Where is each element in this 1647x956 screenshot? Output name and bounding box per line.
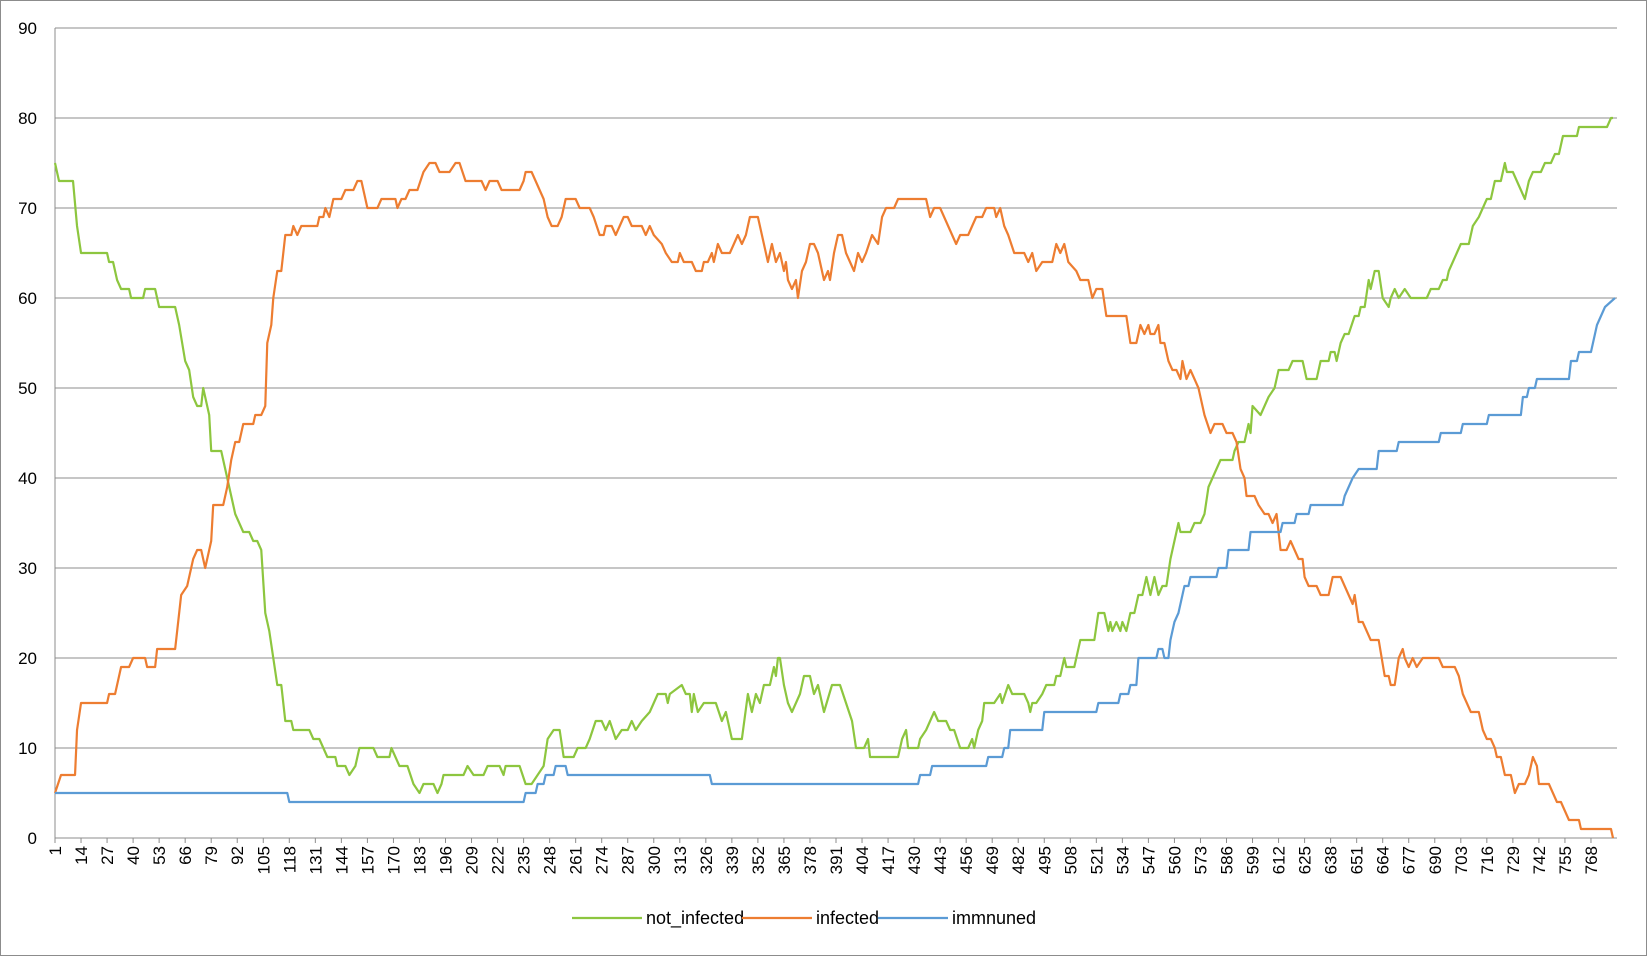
legend-label-immnuned: immnuned — [952, 908, 1036, 928]
x-tick-label: 430 — [905, 846, 924, 874]
x-tick-label: 664 — [1374, 846, 1393, 874]
x-tick-label: 612 — [1270, 846, 1289, 874]
x-tick-label: 14 — [72, 846, 91, 865]
x-tick-label: 170 — [384, 846, 403, 874]
x-tick-label: 638 — [1322, 846, 1341, 874]
y-tick-label: 10 — [18, 739, 37, 758]
x-tick-label: 1 — [46, 846, 65, 855]
y-tick-label: 90 — [18, 19, 37, 38]
x-tick-label: 443 — [931, 846, 950, 874]
x-tick-label: 196 — [437, 846, 456, 874]
x-tick-label: 456 — [957, 846, 976, 874]
x-tick-label: 235 — [515, 846, 534, 874]
x-tick-label: 287 — [619, 846, 638, 874]
x-tick-label: 495 — [1035, 846, 1054, 874]
y-tick-label: 30 — [18, 559, 37, 578]
series-line-infected — [53, 161, 1615, 839]
x-tick-label: 690 — [1426, 846, 1445, 874]
x-tick-label: 92 — [228, 846, 247, 865]
x-tick-label: 560 — [1165, 846, 1184, 874]
x-tick-label: 339 — [723, 846, 742, 874]
x-tick-label: 352 — [749, 846, 768, 874]
x-tick-label: 469 — [983, 846, 1002, 874]
x-tick-label: 482 — [1009, 846, 1028, 874]
y-tick-label: 0 — [28, 829, 37, 848]
x-tick-label: 248 — [541, 846, 560, 874]
x-tick-label: 66 — [176, 846, 195, 865]
y-tick-label: 50 — [18, 379, 37, 398]
x-tick-label: 274 — [593, 846, 612, 874]
x-tick-label: 144 — [332, 846, 351, 874]
x-tick-label: 625 — [1296, 846, 1315, 874]
x-tick-label: 586 — [1218, 846, 1237, 874]
x-tick-label: 118 — [280, 846, 299, 873]
series-lines — [53, 116, 1616, 839]
y-tick-label: 40 — [18, 469, 37, 488]
legend: not_infected infected immnuned — [572, 908, 1036, 929]
y-tick-label: 60 — [18, 289, 37, 308]
x-tick-label: 209 — [463, 846, 482, 874]
x-tick-label: 755 — [1556, 846, 1575, 874]
x-tick-label: 40 — [124, 846, 143, 865]
x-tick-label: 742 — [1530, 846, 1549, 874]
x-tick-label: 27 — [98, 846, 117, 865]
x-tick-label: 79 — [202, 846, 221, 865]
x-axis-tick-labels: 1 14 27 40 53 66 79 92 105 118 131 144 157 170 183 196 2… — [46, 846, 1601, 874]
series-line-immnuned — [55, 297, 1616, 804]
x-tick-label: 599 — [1244, 846, 1263, 874]
x-tick-label: 326 — [697, 846, 716, 874]
x-tick-label: 677 — [1400, 846, 1419, 874]
x-tick-label: 547 — [1139, 846, 1158, 874]
x-tick-label: 768 — [1582, 846, 1601, 874]
x-tick-label: 261 — [567, 846, 586, 874]
x-tick-label: 521 — [1087, 846, 1106, 874]
x-tick-label: 404 — [853, 846, 872, 874]
x-tick-label: 573 — [1191, 846, 1210, 874]
series-line-not_infected — [53, 116, 1613, 795]
x-tick-label: 131 — [306, 846, 325, 874]
x-tick-label: 222 — [489, 846, 508, 874]
x-tick-label: 365 — [775, 846, 794, 874]
x-tick-label: 391 — [827, 846, 846, 874]
y-tick-label: 20 — [18, 649, 37, 668]
x-tick-label: 183 — [410, 846, 429, 874]
x-tick-label: 703 — [1452, 846, 1471, 874]
legend-label-not_infected: not_infected — [646, 908, 744, 929]
x-tick-label: 105 — [254, 846, 273, 874]
x-tick-label: 716 — [1478, 846, 1497, 874]
y-tick-label: 80 — [18, 109, 37, 128]
y-tick-label: 70 — [18, 199, 37, 218]
x-tick-label: 300 — [645, 846, 664, 874]
x-tick-label: 508 — [1061, 846, 1080, 874]
legend-label-infected: infected — [816, 908, 879, 928]
x-tick-label: 313 — [671, 846, 690, 874]
x-tick-label: 651 — [1348, 846, 1367, 874]
y-axis-tick-labels: 0 10 20 30 40 50 60 70 80 90 — [18, 19, 37, 848]
x-tick-label: 157 — [358, 846, 377, 874]
x-tick-label: 417 — [879, 846, 898, 874]
x-tick-label: 53 — [150, 846, 169, 865]
x-tick-label: 378 — [801, 846, 820, 874]
gridlines — [55, 27, 1617, 749]
x-tick-label: 534 — [1113, 846, 1132, 874]
x-tick-label: 729 — [1504, 846, 1523, 874]
